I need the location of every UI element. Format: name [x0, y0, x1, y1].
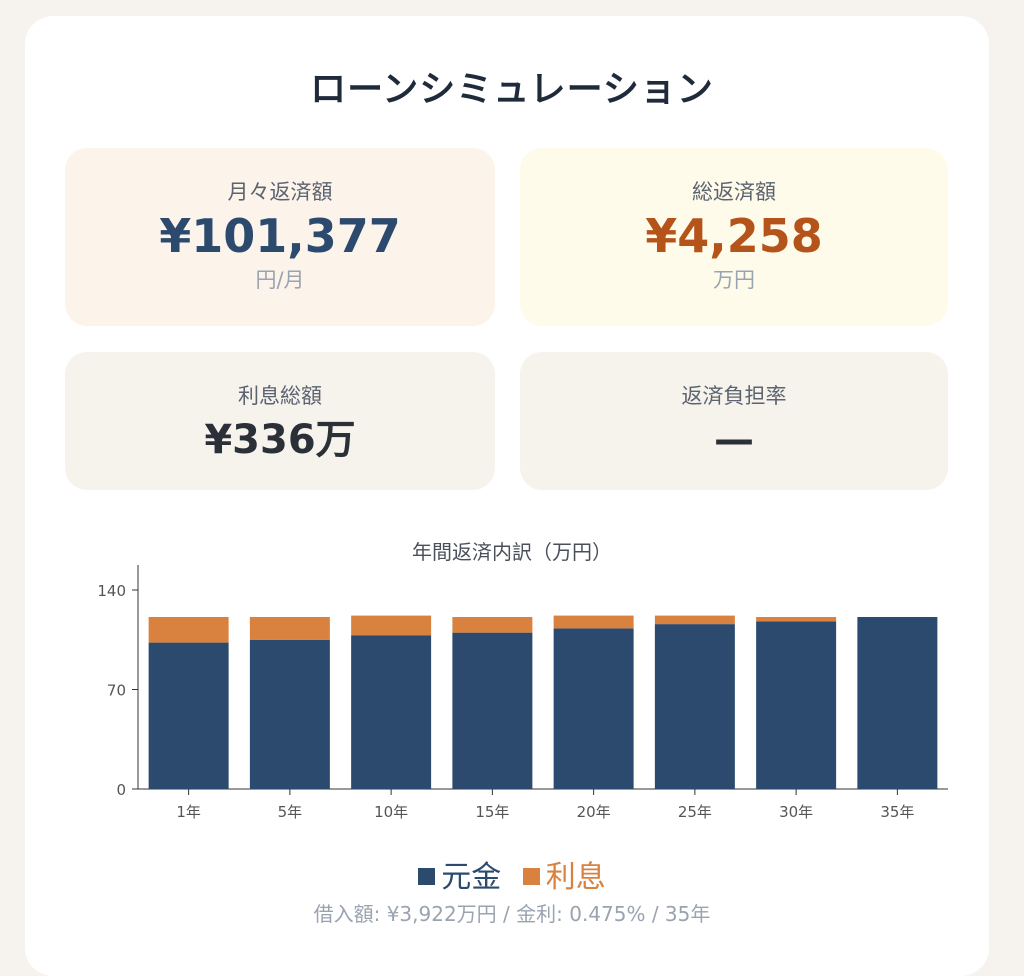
bar-interest [351, 615, 432, 636]
bar-interest [654, 615, 735, 625]
page-title: ローンシミュレーション [310, 69, 714, 110]
total-interest-label: 利息総額 [238, 384, 322, 408]
loan-conditions: 借入額: ¥3,922万円 / 金利: 0.475% / 35年 [313, 902, 711, 926]
x-tick-label: 20年 [577, 803, 611, 821]
total-payment-unit: 万円 [713, 268, 755, 292]
legend-item-principal: 元金 [418, 852, 501, 896]
bar-principal [351, 635, 432, 789]
legend-label-interest: 利息 [545, 860, 606, 895]
total-payment-card: 総返済額 ¥4,258 万円 [520, 148, 948, 326]
chart-title: 年間返済内訳（万円） [412, 540, 612, 564]
total-payment-value: ¥4,258 [645, 209, 823, 263]
total-payment-label: 総返済額 [692, 180, 776, 204]
x-tick-label: 5年 [278, 803, 303, 821]
bar-principal [857, 617, 938, 789]
x-tick-label: 10年 [374, 803, 408, 821]
total-interest-value: ¥336万 [204, 417, 356, 463]
bar-principal [452, 632, 533, 789]
y-tick-label: 0 [116, 781, 126, 799]
x-tick-label: 30年 [779, 803, 813, 821]
x-tick-label: 25年 [678, 803, 712, 821]
payment-ratio-value: — [714, 417, 754, 463]
bar-principal [148, 642, 229, 789]
bar-principal [553, 628, 634, 789]
bar-principal [249, 639, 330, 789]
legend-swatch-interest [522, 868, 540, 885]
y-tick-label: 70 [107, 682, 126, 700]
legend-item-interest: 利息 [522, 852, 606, 896]
x-tick-label: 1年 [176, 803, 201, 821]
payment-ratio-card: 返済負担率 — [520, 352, 948, 490]
bar-principal [654, 624, 735, 789]
x-tick-label: 35年 [880, 803, 914, 821]
monthly-payment-unit: 円/月 [255, 268, 305, 292]
legend-swatch-principal [418, 868, 436, 885]
monthly-payment-card: 月々返済額 ¥101,377 円/月 [65, 148, 495, 326]
bar-interest [452, 617, 533, 633]
annual-repayment-chart: 0 70 140 1年 5年 10年 15年 20年 25年 30年 35年 [97, 565, 948, 821]
y-tick-label: 140 [97, 582, 126, 600]
bar-interest [249, 617, 330, 640]
total-interest-card: 利息総額 ¥336万 [65, 352, 495, 490]
legend-label-principal: 元金 [441, 860, 502, 895]
bar-principal [756, 621, 837, 789]
bar-interest [756, 617, 837, 622]
payment-ratio-label: 返済負担率 [681, 384, 787, 408]
chart-legend: 元金 利息 [0, 852, 1024, 896]
monthly-payment-label: 月々返済額 [227, 180, 333, 204]
x-tick-label: 15年 [475, 803, 509, 821]
bar-interest [553, 615, 634, 629]
bar-interest [148, 617, 229, 643]
monthly-payment-value: ¥101,377 [159, 209, 401, 263]
